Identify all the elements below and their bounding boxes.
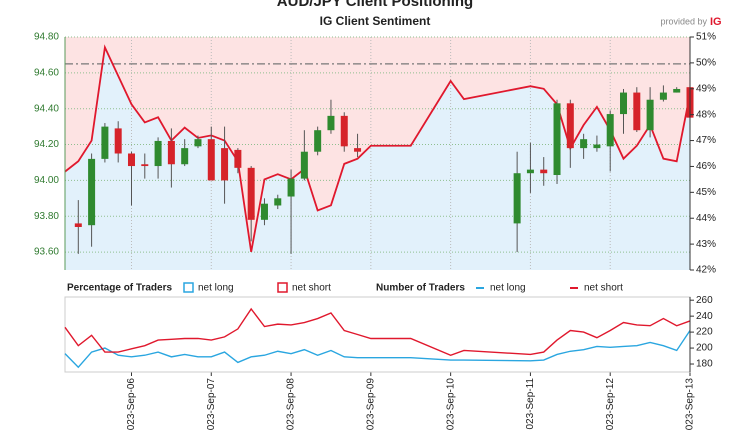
candle-body	[207, 139, 215, 181]
candle-body	[287, 178, 295, 197]
brand-name: IG	[710, 16, 722, 28]
x-tick-label: 2023-Sep-10	[445, 378, 456, 430]
legend-title: Percentage of Traders	[67, 283, 172, 294]
candle-body	[101, 126, 109, 159]
candle-body	[88, 158, 96, 226]
candle-body	[167, 140, 175, 165]
candle-body	[114, 128, 122, 154]
sentiment-line	[64, 44, 691, 253]
brand-text: provided by	[660, 16, 707, 26]
y2-tick-label: 47%	[696, 135, 716, 146]
candle-body	[659, 92, 667, 100]
legend-label: net short	[584, 283, 623, 294]
y2-tick-label: 48%	[696, 109, 716, 120]
chart-subtitle: IG Client Sentiment	[320, 14, 431, 28]
y-tick-label: 240	[696, 311, 713, 322]
candle-body	[526, 169, 534, 174]
legend-label: net long	[490, 283, 526, 294]
candle-body	[141, 164, 149, 167]
legend-label: net short	[292, 283, 331, 294]
candle-body	[154, 140, 162, 167]
candle-body	[593, 144, 601, 149]
candle-body	[620, 92, 628, 115]
net-long-area	[65, 47, 690, 270]
y2-tick-label: 45%	[696, 187, 716, 198]
candle-body	[673, 88, 681, 93]
candle-body	[327, 115, 335, 131]
y-tick-label: 94.40	[34, 103, 59, 114]
candle-body	[234, 149, 242, 168]
y-tick-label: 93.80	[34, 211, 59, 222]
candle-body	[606, 114, 614, 147]
candle-body	[566, 103, 574, 149]
count-line	[64, 330, 691, 369]
x-tick-label: 2023-Sep-07	[206, 378, 217, 430]
candle-body	[513, 173, 521, 224]
y2-tick-label: 44%	[696, 213, 716, 224]
y-tick-label: 94.80	[34, 32, 59, 43]
y-tick-label: 94.20	[34, 139, 59, 150]
legend-box	[277, 282, 288, 293]
candle-body	[274, 198, 282, 206]
y2-tick-label: 43%	[696, 239, 716, 250]
candle-body	[553, 103, 561, 176]
candle-body	[181, 148, 189, 165]
y-tick-label: 180	[696, 359, 713, 370]
y-tick-label: 220	[696, 327, 713, 338]
plot-frame	[64, 296, 691, 373]
y-tick-label: 93.60	[34, 247, 59, 258]
candle-body	[633, 92, 641, 131]
candle-body	[540, 169, 548, 174]
x-tick-label: 2023-Sep-13	[685, 378, 696, 430]
y2-tick-label: 50%	[696, 58, 716, 69]
candle-body	[247, 167, 255, 220]
candle-body	[127, 153, 135, 167]
y2-tick-label: 46%	[696, 161, 716, 172]
candle-body	[646, 99, 654, 131]
candle-body	[314, 130, 322, 152]
x-tick-label: 2023-Sep-12	[605, 378, 616, 430]
candle-body	[260, 203, 268, 220]
candle-body	[74, 223, 82, 227]
x-tick-label: 2023-Sep-06	[126, 378, 137, 430]
candle-body	[300, 151, 308, 179]
y-tick-label: 94.60	[34, 67, 59, 78]
legend-label: net long	[198, 283, 234, 294]
candle-body	[194, 139, 202, 147]
legend-box	[183, 282, 194, 293]
candle-body	[580, 139, 588, 149]
x-tick-label: 2023-Sep-08	[286, 378, 297, 430]
x-tick-label: 2023-Sep-09	[365, 378, 376, 430]
y-tick-label: 200	[696, 343, 713, 354]
chart-title: AUD/JPY Client Positioning	[277, 0, 473, 10]
candle-body	[340, 115, 348, 147]
y-tick-label: 94.00	[34, 175, 59, 186]
legend-title: Number of Traders	[376, 283, 465, 294]
y2-tick-label: 51%	[696, 32, 716, 43]
y-tick-label: 260	[696, 295, 713, 306]
y2-tick-label: 49%	[696, 83, 716, 94]
y2-tick-label: 42%	[696, 265, 716, 276]
count-line	[64, 307, 691, 356]
x-tick-label: 2023-Sep-11	[525, 378, 536, 430]
candle-body	[354, 148, 362, 152]
candle-body	[221, 148, 229, 181]
